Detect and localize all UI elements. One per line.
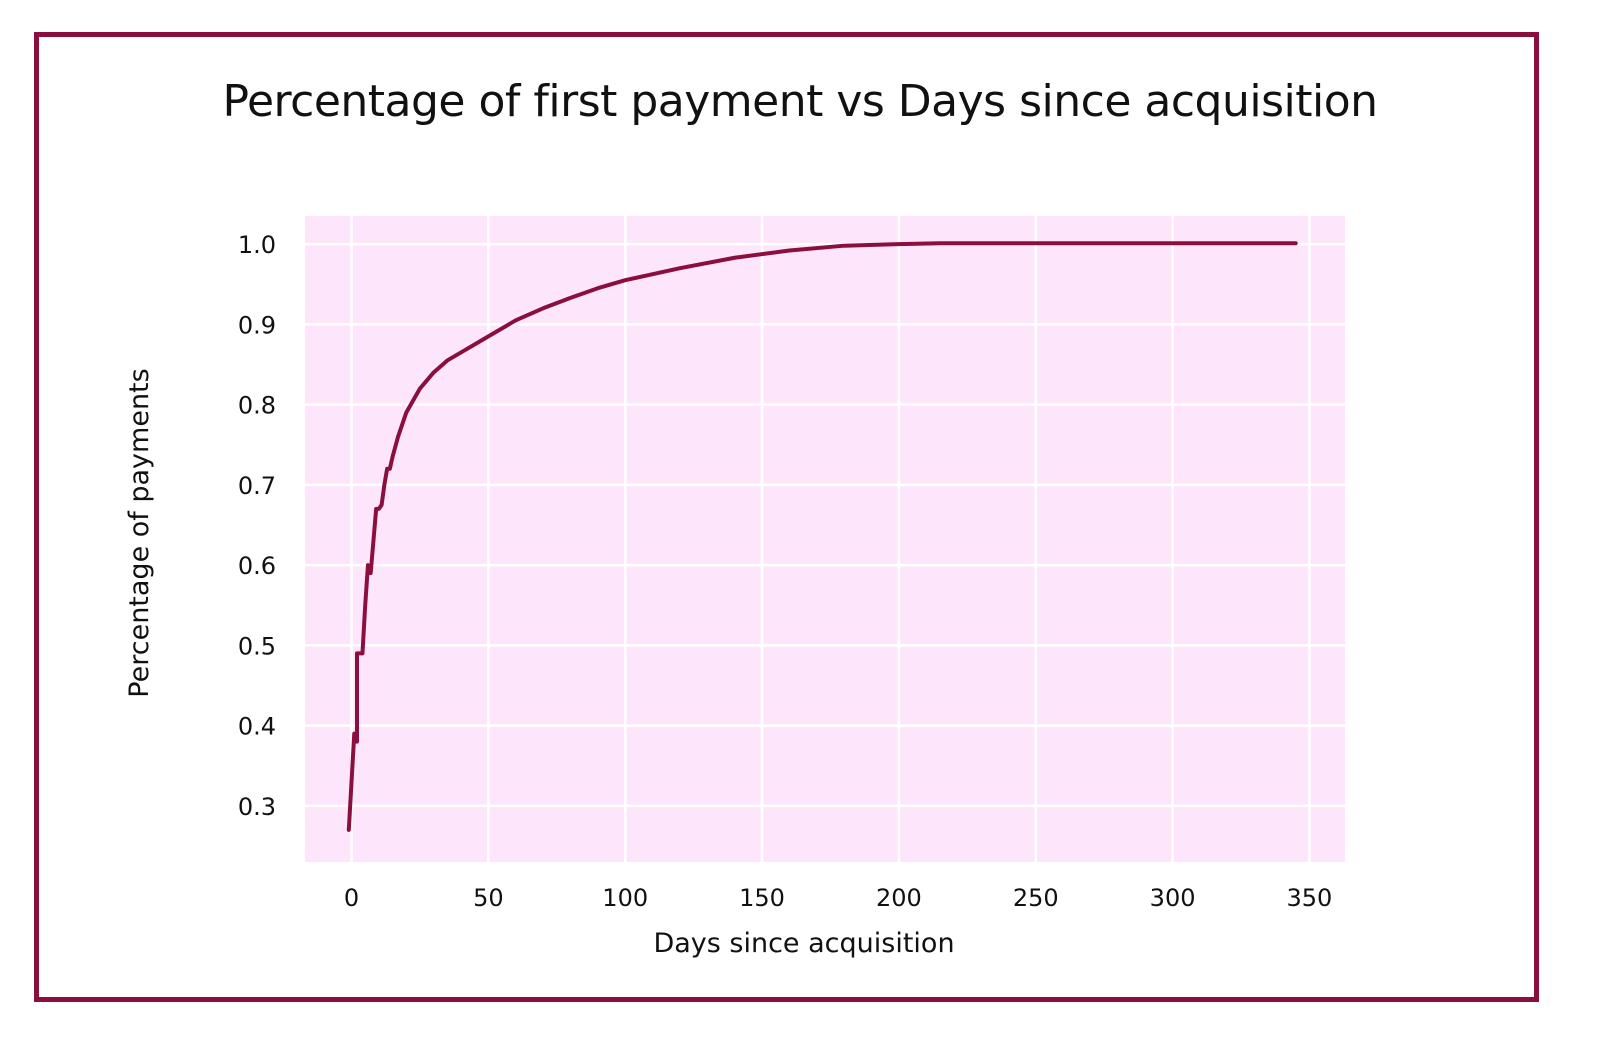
x-axis-label: Days since acquisition [653, 928, 954, 959]
x-tick-label: 250 [1013, 884, 1059, 912]
x-tick-label: 150 [739, 884, 785, 912]
y-tick-label: 0.5 [238, 632, 276, 660]
x-tick-label: 300 [1150, 884, 1196, 912]
grid-lines [305, 216, 1345, 862]
y-tick-labels: 0.3 0.4 0.5 0.6 0.7 0.8 0.9 1.0 [238, 231, 276, 821]
y-tick-label: 0.3 [238, 793, 276, 821]
y-tick-label: 0.8 [238, 392, 276, 420]
y-tick-label: 1.0 [238, 231, 276, 259]
y-tick-label: 0.6 [238, 552, 276, 580]
x-tick-labels: 0 50 100 150 200 250 300 350 [344, 884, 1332, 912]
x-tick-label: 200 [876, 884, 922, 912]
y-tick-label: 0.4 [238, 713, 276, 741]
x-tick-label: 0 [344, 884, 359, 912]
y-tick-label: 0.7 [238, 472, 276, 500]
chart-title: Percentage of first payment vs Days sinc… [222, 76, 1378, 127]
x-tick-label: 350 [1287, 884, 1333, 912]
y-axis-label: Percentage of payments [124, 368, 155, 697]
x-tick-label: 50 [473, 884, 504, 912]
plot-background [305, 216, 1345, 862]
series-line [346, 241, 1298, 832]
y-tick-label: 0.9 [238, 311, 276, 339]
x-tick-label: 100 [602, 884, 648, 912]
